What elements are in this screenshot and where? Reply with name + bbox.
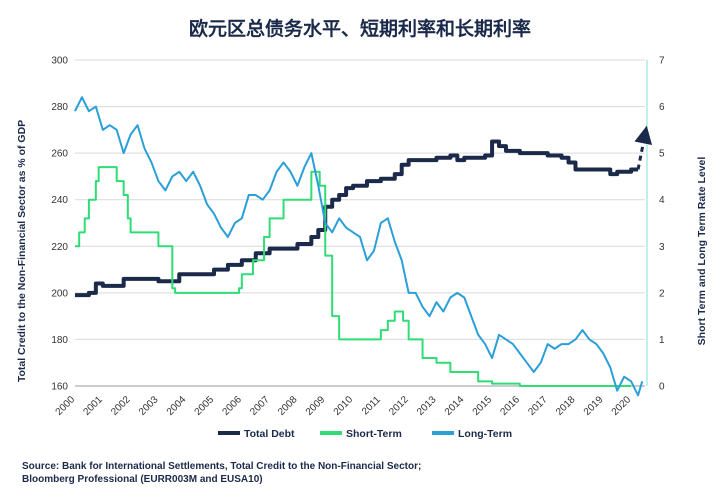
y-tick-label: 300 (51, 56, 68, 67)
x-tick-label: 2011 (360, 394, 383, 417)
x-tick-label: 2006 (220, 394, 244, 418)
x-tick-label: 2005 (193, 394, 217, 418)
y-tick-label: 200 (51, 288, 68, 299)
legend-label: Short-Term (346, 428, 402, 440)
x-tick-label: 2013 (415, 394, 439, 418)
x-tick-label: 2009 (304, 394, 328, 418)
x-tick-label: 2014 (443, 394, 467, 418)
x-tick-label: 2018 (554, 394, 578, 418)
x-tick-label: 2001 (81, 394, 105, 418)
y2-tick-label: 0 (659, 382, 665, 393)
y-tick-label: 240 (51, 195, 68, 206)
x-tick-label: 2010 (332, 394, 356, 418)
y2-tick-label: 4 (659, 195, 665, 206)
x-tick-label: 2000 (54, 394, 78, 418)
y-tick-label: 180 (51, 335, 68, 346)
y-tick-label: 220 (51, 242, 68, 253)
source-line-1: Source: Bank for International Settlemen… (22, 461, 422, 472)
legend-label: Long-Term (458, 428, 512, 440)
x-tick-label: 2004 (165, 394, 189, 418)
x-tick-label: 2016 (498, 394, 522, 418)
x-tick-label: 2007 (248, 394, 272, 418)
y2-tick-label: 1 (659, 335, 665, 346)
chart-title: 欧元区总债务水平、短期利率和长期利率 (188, 18, 531, 40)
y-tick-label: 160 (51, 382, 68, 393)
x-tick-label: 2017 (526, 394, 550, 418)
x-tick-label: 2003 (137, 394, 161, 418)
x-tick-label: 2008 (276, 394, 300, 418)
y2-tick-label: 2 (659, 288, 665, 299)
series-total-debt (75, 139, 639, 298)
y-tick-label: 260 (51, 149, 68, 160)
source-note: Source: Bank for International Settlemen… (22, 460, 582, 486)
x-tick-label: 2019 (582, 394, 606, 418)
series-projection-arrow (634, 125, 653, 170)
x-tick-label: 2020 (610, 394, 634, 418)
series-short-term (75, 166, 632, 387)
y2-tick-label: 5 (659, 149, 665, 160)
y2-tick-label: 6 (659, 102, 665, 113)
x-tick-label: 2002 (109, 394, 133, 418)
source-line-2: Bloomberg Professional (EURR003M and EUS… (22, 474, 263, 485)
y2-tick-label: 3 (659, 242, 665, 253)
x-tick-label: 2012 (387, 394, 411, 418)
y-tick-label: 280 (51, 102, 68, 113)
series-long-term (74, 96, 644, 397)
legend-label: Total Debt (244, 428, 295, 440)
x-tick-label: 2015 (471, 394, 495, 418)
y2-tick-label: 7 (659, 56, 665, 67)
chart-area: 160 180 200 220 240 260 280 300 0 1 2 3 4 5 6 7 2000 2001… (51, 56, 665, 441)
